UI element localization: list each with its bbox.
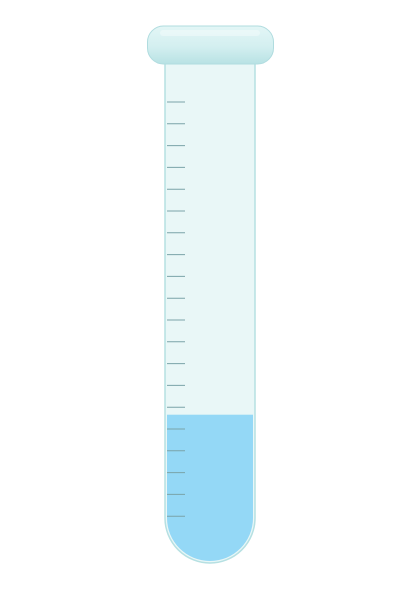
liquid — [167, 414, 253, 561]
test-tube-rim — [147, 25, 274, 65]
rim-highlight — [160, 30, 260, 36]
liquid-fill — [167, 414, 253, 561]
graduation-marks — [167, 101, 185, 517]
